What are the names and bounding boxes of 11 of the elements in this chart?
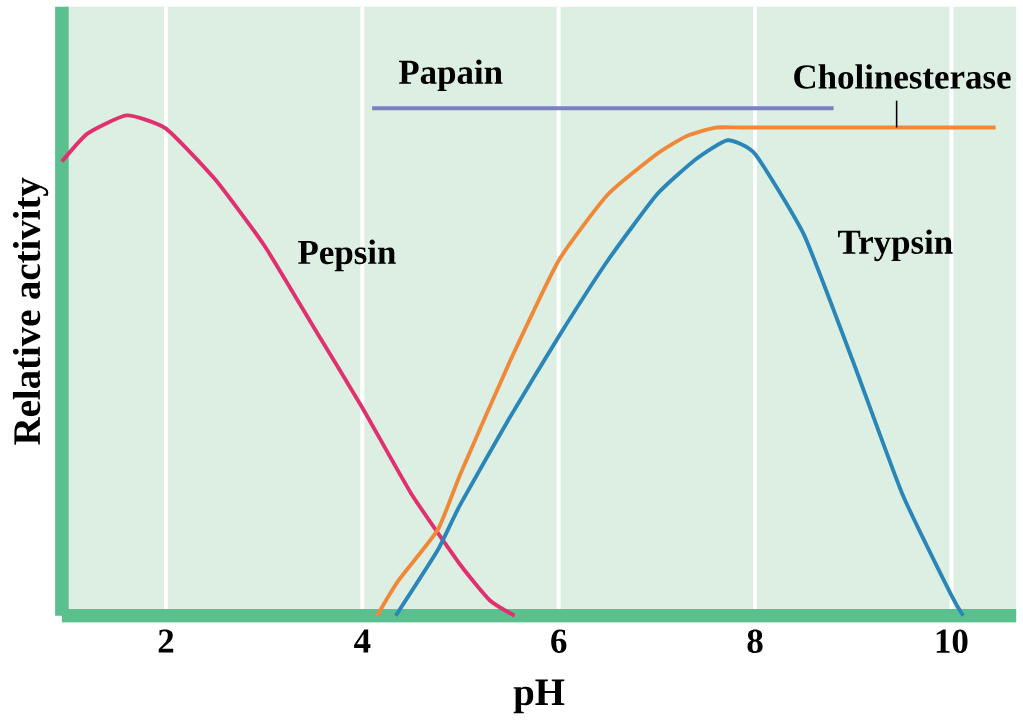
x-tick-label: 8 — [747, 629, 763, 653]
x-axis-title: pH — [513, 679, 565, 714]
series-label: Pepsin — [298, 239, 396, 272]
series-label: Papain — [398, 59, 503, 92]
x-tick-label: 2 — [158, 629, 174, 653]
x-tick-label: 10 — [936, 629, 968, 653]
x-tick-label: 4 — [354, 629, 371, 653]
x-tick-label: 6 — [551, 629, 567, 653]
series-label: Trypsin — [838, 229, 953, 262]
series-label: Cholinesterase — [794, 64, 1011, 89]
y-axis-title: Relative activity — [12, 177, 49, 445]
